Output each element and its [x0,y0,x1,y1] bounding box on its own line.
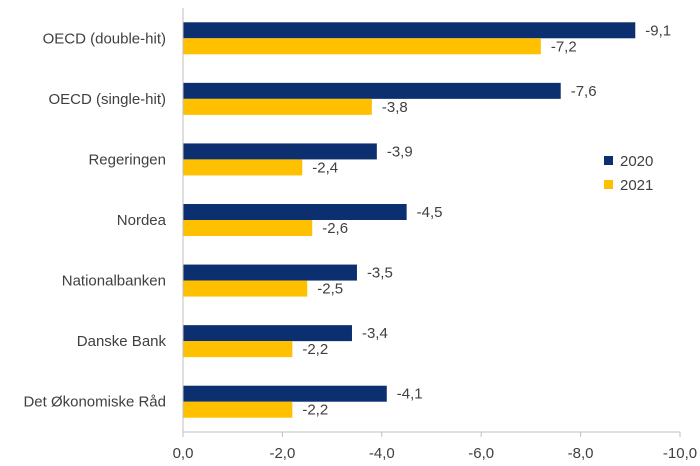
category-label-4: Nordea [117,212,167,229]
data-label-2020-3: -3,9 [387,143,413,160]
bar-2021-1 [183,38,541,55]
data-label-2020-2: -7,6 [571,83,597,100]
data-label-2021-5: -2,5 [317,281,343,298]
bar-2020-3 [183,143,377,160]
data-label-2021-7: -2,2 [302,402,328,419]
bar-2020-4 [183,204,407,220]
data-label-2020-5: -3,5 [367,265,393,282]
bars-group [183,22,636,418]
bar-2021-5 [183,280,308,297]
category-label-3: Regeringen [88,151,166,168]
data-label-2020-6: -3,4 [362,325,388,342]
category-label-5: Nationalbanken [62,273,166,290]
data-label-2020-7: -4,1 [397,386,423,403]
legend-swatch-2020 [604,156,613,165]
data-label-2020-4: -4,5 [417,204,443,221]
category-label-2: OECD (single-hit) [48,91,166,108]
bar-2020-5 [183,264,357,281]
x-tick-label-2: -2,0 [269,445,295,462]
bar-2021-6 [183,341,293,358]
bar-2021-7 [183,401,293,418]
legend-swatch-2021 [604,180,613,189]
x-tick-label-4: -6,0 [468,445,494,462]
data-labels-group: -9,1 -7,2 -7,6 -3,8 -3,9 -2,4 -4,5 -2,6 -3,5 -2,5… [302,22,671,418]
data-label-2021-4: -2,6 [322,220,348,237]
category-labels-group: OECD (double-hit) OECD (single-hit) Regeri… [23,30,166,410]
legend: 2020 2021 [604,153,653,194]
category-label-1: OECD (double-hit) [43,30,166,47]
category-label-7: Det Økonomiske Råd [23,394,166,411]
x-axis: 0,0 -2,0 -4,0 -6,0 -8,0 -10,0 [173,8,697,462]
bar-2020-1 [183,22,636,39]
data-label-2021-6: -2,2 [302,341,328,358]
bar-2020-2 [183,82,561,99]
legend-label-2021: 2021 [620,177,653,194]
data-label-2020-1: -9,1 [645,22,671,39]
bar-2021-4 [183,220,313,236]
bar-2020-6 [183,325,352,342]
data-label-2021-1: -7,2 [551,38,577,55]
legend-label-2020: 2020 [620,153,653,170]
x-tick-label-1: 0,0 [173,445,194,462]
x-tick-label-5: -8,0 [568,445,594,462]
bar-2021-2 [183,98,372,115]
x-tick-label-6: -10,0 [663,445,697,462]
data-label-2021-3: -2,4 [312,159,338,176]
category-label-6: Danske Bank [77,333,167,350]
x-tick-label-3: -4,0 [369,445,395,462]
data-label-2021-2: -3,8 [382,99,408,116]
bar-2021-3 [183,159,303,176]
bar-2020-7 [183,385,387,402]
